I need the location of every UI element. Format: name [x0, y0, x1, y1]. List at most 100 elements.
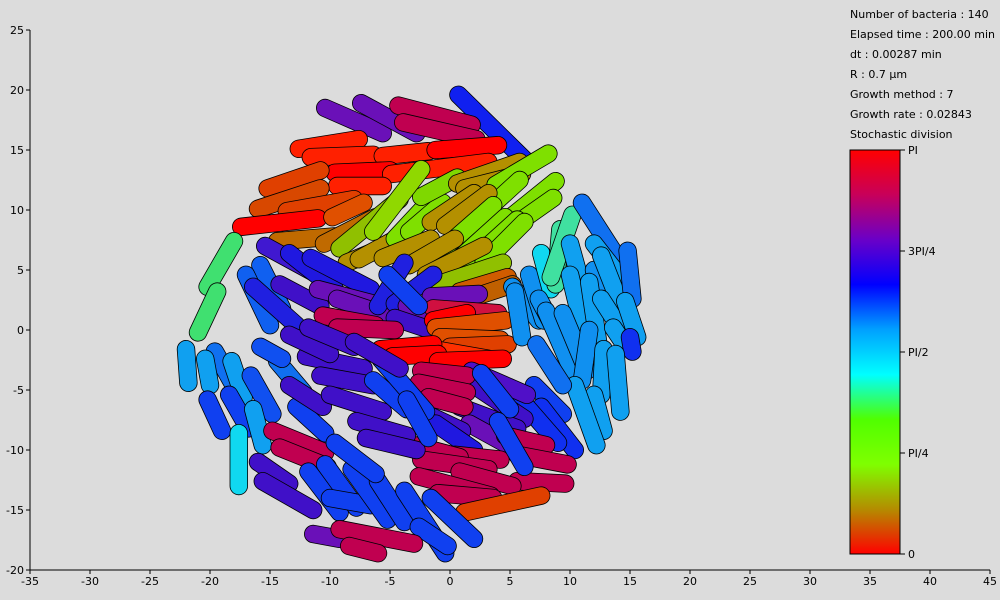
colorbar-gradient	[849, 149, 901, 555]
bacterium-cell	[301, 145, 383, 167]
elapsed-time: Elapsed time : 200.00 min	[850, 28, 995, 41]
bacterium-cell	[176, 340, 198, 392]
bacterium-cell	[488, 412, 534, 476]
growth-method: Growth method : 7	[850, 88, 954, 101]
radius: R : 0.7 µm	[850, 68, 908, 81]
bacterium-cell	[320, 385, 392, 421]
bacterium-cell	[325, 161, 400, 183]
bacterium-cell	[364, 159, 431, 241]
x-tick-label: 25	[743, 575, 757, 588]
colorbar: PI 3PI/4 PI/2 PI/4 0	[849, 144, 936, 561]
x-tick-label: 35	[863, 575, 877, 588]
growth-rate: Growth rate : 0.02843	[850, 108, 972, 121]
y-tick-label: -10	[6, 444, 24, 457]
bacterium-cell	[428, 253, 512, 294]
division-mode: Stochastic division	[850, 128, 953, 141]
bacterium-cell	[389, 96, 481, 135]
bacterium-cell	[409, 373, 476, 402]
bacterium-cell	[397, 390, 438, 448]
bacterium-cell	[503, 171, 565, 226]
bacterium-cell	[248, 179, 330, 219]
bacterium-cell	[527, 335, 572, 395]
bacterium-cell	[450, 462, 522, 496]
bacterium-cell	[565, 376, 606, 455]
x-tick-label: 20	[683, 575, 697, 588]
bacterium-cell	[508, 472, 575, 493]
bacterium-cell	[409, 517, 457, 556]
bacterium-cell	[400, 229, 464, 275]
bacterium-cell	[330, 520, 424, 553]
bacterium-cell	[188, 282, 227, 342]
bacterium-cell	[618, 241, 642, 308]
y-tick-label: 25	[10, 24, 24, 37]
bacterium-cell	[455, 486, 551, 522]
bacterium-cell	[280, 325, 340, 364]
y-tick-label: 0	[17, 324, 24, 337]
bacterium-cell	[426, 414, 484, 460]
bacterium-cell	[421, 488, 484, 548]
bacterium-cell	[304, 524, 349, 548]
bacterium-cell	[325, 433, 385, 484]
bacterium-cell	[378, 265, 428, 316]
bacterium-cell	[382, 152, 498, 184]
bacteria-count: Number of bacteria : 140	[850, 8, 989, 21]
bacterium-cell	[572, 320, 599, 390]
bacterium-cell	[222, 352, 253, 407]
bacterium-cell	[449, 85, 534, 169]
bacterium-cell	[347, 412, 416, 445]
bacterium-cell	[258, 161, 330, 198]
x-tick-label: 15	[623, 575, 637, 588]
bacterium-cell	[344, 332, 409, 378]
bacterium-cell	[572, 193, 635, 280]
bacterium-cell	[248, 452, 299, 493]
colorbar-label: PI	[908, 144, 918, 157]
y-tick-label: -20	[6, 564, 24, 577]
bacterium-cell	[592, 340, 613, 404]
bacterium-cell	[277, 189, 364, 221]
bacterium-cell	[316, 98, 392, 143]
bacterium-cell	[536, 301, 582, 380]
bacterium-cell	[486, 144, 558, 195]
x-tick-label: 40	[923, 575, 937, 588]
x-tick-label: 5	[507, 575, 514, 588]
colorbar-label: 0	[908, 548, 915, 561]
bacterium-cell	[474, 212, 534, 272]
bacterium-cell	[289, 129, 368, 159]
bacterium-cell	[436, 183, 498, 235]
colorbar-label: PI/4	[908, 447, 929, 460]
x-tick-label: 10	[563, 575, 577, 588]
bacterium-cell	[356, 428, 426, 460]
x-tick-label: -25	[141, 575, 159, 588]
bacterium-cell	[198, 390, 232, 440]
bacterium-cell	[428, 349, 512, 371]
y-tick-label: -5	[13, 384, 24, 397]
bacterium-cell	[368, 472, 414, 532]
bacterium-cell	[241, 366, 282, 424]
info-panel: Number of bacteria : 140 Elapsed time : …	[850, 5, 995, 145]
bacterium-cell	[426, 311, 515, 337]
y-tick-label: 20	[10, 84, 24, 97]
bacterium-cell	[421, 284, 488, 306]
axes: -35 -30 -25 -20 -15 -10 -5 0 5 10 15 20 25 30 35 40 45 -2…	[6, 24, 997, 588]
bacterium-cell	[419, 388, 474, 416]
bacterium-cell	[287, 397, 335, 443]
bacterium-cell	[320, 488, 380, 515]
bacterium-cell	[394, 113, 486, 149]
bacterium-cell	[253, 472, 323, 520]
bacterium-cell	[231, 209, 328, 237]
bacterium-cell	[328, 318, 404, 340]
bacterium-cell	[198, 231, 244, 296]
x-tick-label: -10	[321, 575, 339, 588]
bacterium-cell	[524, 376, 572, 424]
x-tick-label: 0	[447, 575, 454, 588]
y-tick-label: -15	[6, 504, 24, 517]
x-tick-label: 30	[803, 575, 817, 588]
x-tick-label: -35	[21, 575, 39, 588]
y-tick-label: 5	[17, 264, 24, 277]
bacterium-cell	[426, 135, 508, 160]
bacterium-cell	[342, 460, 397, 529]
colorbar-label: PI/2	[908, 346, 929, 359]
x-tick-label: -20	[201, 575, 219, 588]
bacterium-cell	[219, 385, 258, 438]
